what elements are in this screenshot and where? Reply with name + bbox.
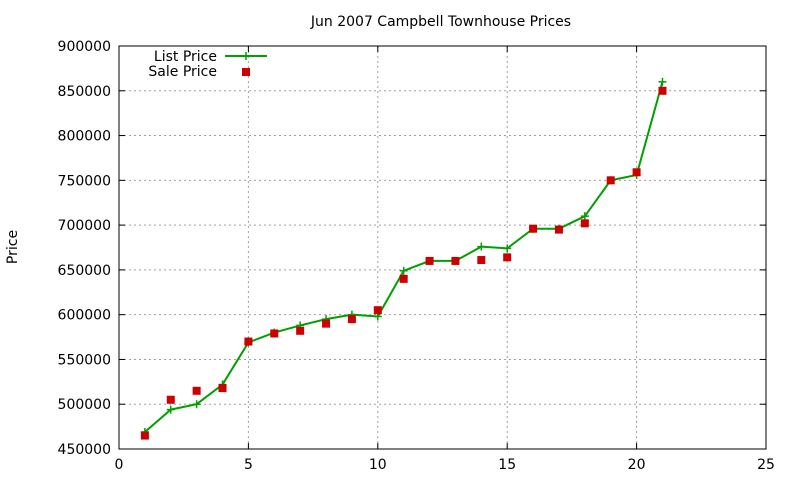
y-tick-label: 650000 xyxy=(58,263,111,279)
x-tick-label: 0 xyxy=(115,457,124,473)
chart-title: Jun 2007 Campbell Townhouse Prices xyxy=(310,14,571,30)
sale-price-point xyxy=(529,224,538,233)
y-tick-label: 900000 xyxy=(58,39,111,55)
list-price-line xyxy=(144,81,664,433)
x-tick-label: 20 xyxy=(628,457,646,473)
sale-price-point xyxy=(632,168,641,177)
list-price-point xyxy=(503,244,512,253)
sale-price-point xyxy=(347,315,356,324)
legend-label-list-price: List Price xyxy=(154,49,217,65)
y-tick-label: 750000 xyxy=(58,173,111,189)
plot-frame xyxy=(118,45,767,450)
sale-price-point xyxy=(270,329,279,338)
list-price-point xyxy=(580,212,589,221)
x-tick-label: 15 xyxy=(498,457,516,473)
sale-price-point xyxy=(244,337,253,346)
list-price-point xyxy=(477,242,486,251)
sale-price-point xyxy=(322,319,331,328)
series xyxy=(140,77,667,440)
y-tick-label: 550000 xyxy=(58,352,111,368)
y-axis-label: Price xyxy=(5,230,21,264)
sale-price-point xyxy=(218,384,227,393)
sale-price-point xyxy=(451,256,460,265)
sale-price-point xyxy=(658,86,667,95)
axis-ticks: 0 5 10 15 20 25 450000 500000 550000 600000 650000… xyxy=(58,39,775,473)
sale-price-point xyxy=(554,225,563,234)
sale-price-point xyxy=(192,386,201,395)
sale-price-point xyxy=(166,395,175,404)
sale-price-point xyxy=(477,256,486,265)
legend-label-sale-price: Sale Price xyxy=(148,64,217,80)
list-price-point xyxy=(166,405,175,414)
y-tick-label: 500000 xyxy=(58,397,111,413)
legend-swatch-sale-price xyxy=(242,68,250,76)
x-tick-label: 10 xyxy=(369,457,387,473)
x-tick-label: 5 xyxy=(244,457,253,473)
y-tick-label: 800000 xyxy=(58,129,111,145)
sale-price-point xyxy=(425,256,434,265)
sale-price-point xyxy=(580,219,589,228)
x-tick-label: 25 xyxy=(757,457,775,473)
sale-price-point xyxy=(606,176,615,185)
sale-price-point xyxy=(399,274,408,283)
sale-price-point xyxy=(373,306,382,315)
sale-price-point xyxy=(296,326,305,335)
y-tick-label: 850000 xyxy=(58,84,111,100)
sale-price-point xyxy=(503,253,512,262)
y-tick-label: 600000 xyxy=(58,308,111,324)
y-tick-label: 450000 xyxy=(58,442,111,458)
y-tick-label: 700000 xyxy=(58,218,111,234)
sale-price-point xyxy=(140,431,149,440)
list-price-point xyxy=(399,266,408,275)
list-price-point xyxy=(658,77,667,86)
list-price-point xyxy=(192,400,201,409)
